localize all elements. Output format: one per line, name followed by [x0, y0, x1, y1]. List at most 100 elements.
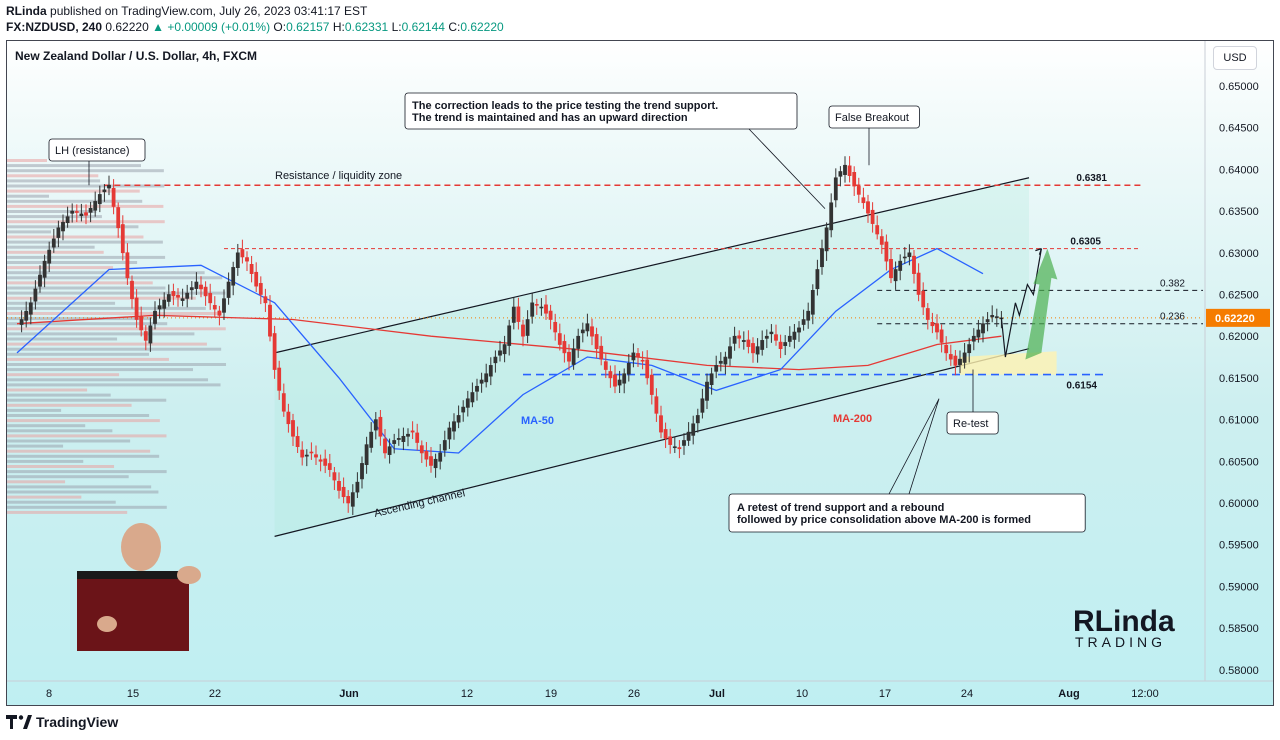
candle-body: [33, 288, 38, 302]
volume-profile-bar: [7, 368, 194, 372]
candle-body: [231, 267, 236, 286]
price-axis-tick: 0.62000: [1219, 331, 1259, 343]
low-value: 0.62144: [401, 20, 445, 34]
candle-body: [281, 393, 286, 412]
candle-body: [208, 293, 213, 304]
candle-body: [856, 186, 861, 195]
volume-profile-bar: [7, 199, 143, 203]
person-other-hand: [97, 616, 117, 632]
candle-body: [778, 341, 783, 350]
candle-body: [470, 392, 475, 403]
candle-body: [364, 444, 369, 465]
candle-body: [304, 454, 309, 457]
correction-note-box: [404, 92, 798, 130]
price-axis-tick: 0.61500: [1219, 373, 1259, 385]
candle-body: [907, 252, 912, 258]
retest-note-text: A retest of trend support and a rebound: [737, 502, 944, 514]
volume-profile-bar: [7, 291, 226, 295]
candle-body: [323, 458, 328, 466]
tradingview-footer[interactable]: TradingView: [6, 714, 118, 730]
candle-body: [847, 165, 852, 176]
candle-body: [516, 306, 521, 322]
candle-body: [102, 189, 107, 193]
candle-body: [180, 298, 185, 301]
candle-body: [663, 429, 668, 439]
candle-body: [461, 406, 466, 413]
chart-canvas[interactable]: 0.6381 0.6305 0.6154 0.382 0.236 The correct…: [7, 41, 1273, 705]
candle-body: [433, 458, 438, 469]
rlinda-logo-subtitle: TRADING: [1075, 634, 1166, 650]
candle-body: [902, 256, 907, 259]
candle-body: [801, 319, 806, 325]
candle-body: [695, 415, 700, 424]
time-axis-tick: Aug: [1058, 688, 1079, 700]
projection-path[interactable]: [1000, 248, 1042, 358]
retest-label-text: Re-test: [953, 418, 988, 430]
candle-body: [760, 340, 765, 350]
volume-profile-bar: [7, 465, 115, 468]
volume-profile-bar: [7, 322, 168, 326]
candle-body: [631, 352, 636, 361]
candle-body: [258, 283, 263, 295]
ma50-line[interactable]: [16, 247, 984, 454]
candle-body: [452, 421, 456, 432]
candle-body: [272, 333, 277, 370]
price-axis-tick: 0.64000: [1219, 164, 1259, 176]
candle-body: [645, 359, 650, 379]
candle-body: [590, 326, 594, 337]
currency-button[interactable]: USD: [1213, 46, 1257, 70]
false-breakout-label-text: False Breakout: [835, 112, 909, 124]
level-label: 0.382: [1160, 278, 1185, 289]
channel-lower-line[interactable]: [274, 348, 1030, 537]
candle-body: [465, 398, 470, 408]
chart-panel[interactable]: New Zealand Dollar / U.S. Dollar, 4h, FX…: [6, 40, 1274, 706]
candle-body: [580, 329, 585, 334]
open-label: O:: [273, 20, 287, 34]
candle-body: [341, 486, 346, 498]
bullish-arrow-icon: [1025, 248, 1058, 360]
candle-body: [74, 211, 79, 213]
candle-body: [111, 187, 116, 207]
candle-body: [797, 327, 801, 333]
publisher-name[interactable]: RLinda: [6, 4, 47, 18]
candle-body: [709, 373, 714, 386]
candle-body: [810, 290, 815, 315]
candle-body: [502, 344, 507, 355]
candle-body: [383, 438, 387, 454]
candle-body: [613, 374, 617, 387]
channel-upper-line[interactable]: [274, 177, 1030, 354]
candle-body: [640, 359, 645, 362]
ma200-label: MA-200: [833, 413, 872, 425]
candle-body: [162, 299, 167, 309]
candle-body: [608, 371, 613, 379]
candle-body: [534, 304, 539, 306]
candle-body: [544, 304, 548, 314]
price-axis-tick: 0.62500: [1219, 290, 1259, 302]
close-value: 0.62220: [460, 20, 504, 34]
candle-body: [442, 440, 447, 451]
candle-body: [746, 339, 751, 347]
candle-body: [944, 344, 949, 354]
candle-body: [557, 333, 562, 345]
ma50-label: MA-50: [521, 415, 554, 427]
candle-body: [981, 323, 985, 334]
volume-profile-bar: [7, 475, 129, 479]
volume-profile-bar: [7, 424, 86, 428]
symbol-label[interactable]: FX:NZDUSD, 240: [6, 20, 103, 34]
candle-body: [599, 345, 604, 360]
candle-body: [415, 432, 420, 443]
candle-body: [852, 172, 857, 187]
price-tag: [1206, 308, 1270, 327]
volume-profile-bar: [7, 403, 132, 407]
candle-body: [396, 438, 401, 440]
candle-body: [171, 291, 176, 297]
candle-body: [84, 212, 88, 216]
volume-profile-bar: [7, 378, 209, 382]
candle-body: [212, 305, 217, 310]
candle-body: [410, 430, 415, 433]
volume-profile-bar: [7, 337, 118, 341]
candle-body: [387, 446, 392, 455]
candle-body: [893, 269, 898, 282]
time-axis-tick: 12: [461, 688, 473, 700]
